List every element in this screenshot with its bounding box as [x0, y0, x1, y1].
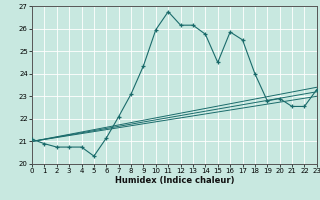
X-axis label: Humidex (Indice chaleur): Humidex (Indice chaleur)	[115, 176, 234, 185]
